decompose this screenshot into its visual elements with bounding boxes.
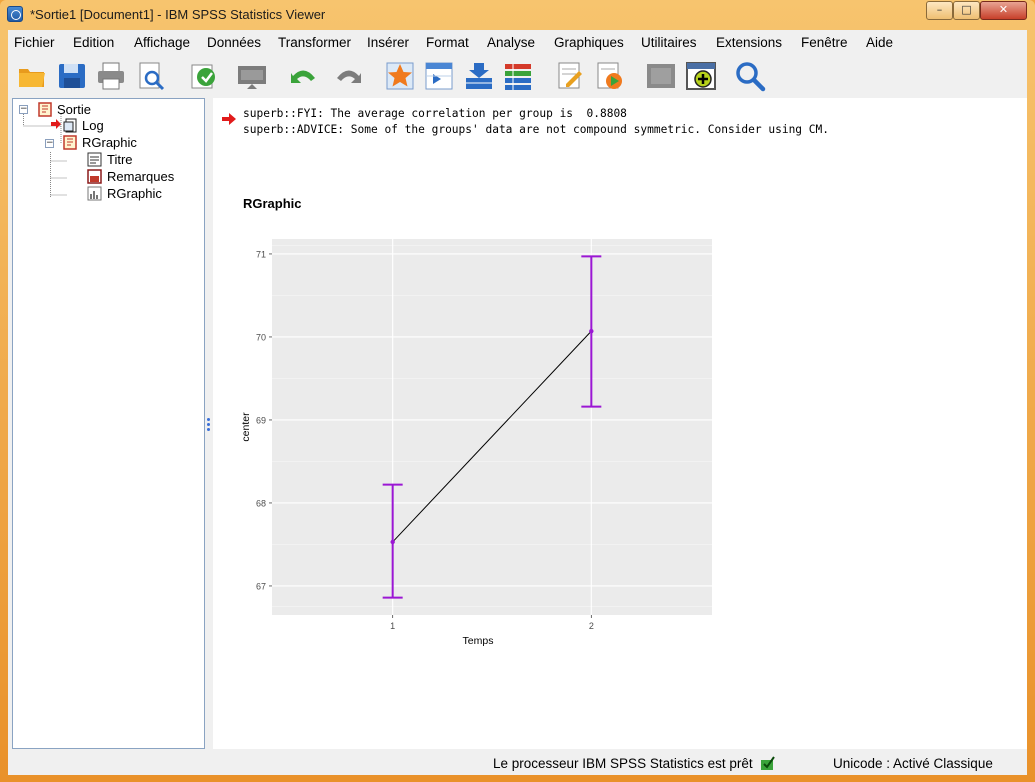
goto-variable-icon[interactable] (423, 60, 455, 92)
tree-node-rgraphic-chart[interactable]: RGraphic (107, 186, 162, 201)
menu-bar: Fichier Edition Affichage Données Transf… (8, 30, 1027, 55)
menu-fenetre[interactable]: Fenêtre (801, 35, 848, 50)
menu-analyse[interactable]: Analyse (487, 35, 536, 50)
chart-icon (87, 186, 102, 201)
series-line (392, 330, 592, 543)
title-icon (87, 152, 102, 167)
minimize-button[interactable]: – (926, 1, 953, 20)
menu-aide[interactable]: Aide (866, 35, 894, 50)
x-tick-label: 2 (589, 621, 594, 631)
y-tick-label: 70 (256, 332, 266, 342)
y-tick-label: 68 (256, 498, 266, 508)
menu-fichier[interactable]: Fichier (14, 35, 55, 50)
log-icon (63, 118, 77, 133)
rgraphic-chart[interactable]: 67 68 69 70 71 1 2 Temps center (238, 233, 718, 678)
plot-panel (272, 239, 712, 615)
tree-node-sortie[interactable]: Sortie (57, 102, 91, 117)
designate-window-icon[interactable] (554, 60, 586, 92)
tree-node-log[interactable]: Log (82, 118, 104, 133)
toolbar (8, 56, 1027, 96)
y-tick-label: 71 (256, 249, 266, 259)
print-icon[interactable] (95, 60, 127, 92)
pane-splitter[interactable] (205, 98, 213, 749)
client-area: Fichier Edition Affichage Données Transf… (8, 30, 1027, 775)
rgraphic-book-icon (63, 135, 77, 150)
variables-icon[interactable] (502, 60, 534, 92)
menu-affichage[interactable]: Affichage (134, 35, 191, 50)
current-item-arrow-icon (51, 119, 61, 129)
print-preview-icon[interactable] (135, 60, 167, 92)
close-button[interactable]: ✕ (980, 1, 1027, 20)
splitter-grip[interactable] (207, 418, 211, 433)
menu-edition[interactable]: Edition (73, 35, 115, 50)
save-icon[interactable] (56, 60, 88, 92)
undo-icon[interactable] (288, 60, 320, 92)
output-book-icon (38, 102, 52, 117)
menu-transformer[interactable]: Transformer (278, 35, 352, 50)
insert-cases-icon[interactable] (463, 60, 495, 92)
recall-dialog-icon[interactable] (236, 60, 268, 92)
tree-node-remarques[interactable]: Remarques (107, 169, 175, 184)
output-content-pane[interactable]: superb::FYI: The average correlation per… (213, 98, 1027, 749)
graph-heading[interactable]: RGraphic (243, 196, 302, 211)
search-icon[interactable] (734, 60, 766, 92)
status-bar: Le processeur IBM SPSS Statistics est pr… (8, 751, 1027, 775)
collapse-rgraphic-toggle[interactable]: − (45, 138, 54, 148)
title-bar[interactable]: *Sortie1 [Document1] - IBM SPSS Statisti… (0, 0, 1035, 30)
menu-inserer[interactable]: Insérer (367, 35, 410, 50)
processor-status: Le processeur IBM SPSS Statistics est pr… (493, 756, 753, 771)
current-output-arrow-icon (222, 113, 236, 125)
menu-graphiques[interactable]: Graphiques (554, 35, 624, 50)
run-syntax-icon[interactable] (593, 60, 625, 92)
x-axis-label: Temps (463, 635, 494, 647)
outline-pane[interactable]: − Sortie Log − RGraphic (12, 98, 205, 749)
x-tick-label: 1 (390, 621, 395, 631)
menu-donnees[interactable]: Données (207, 35, 262, 50)
tree-connectors (23, 114, 67, 197)
maximize-button[interactable]: □ (953, 1, 980, 20)
menu-utilitaires[interactable]: Utilitaires (641, 35, 697, 50)
app-icon[interactable] (7, 6, 23, 22)
notes-icon (87, 169, 102, 184)
log-line-advice[interactable]: superb::ADVICE: Some of the groups' data… (243, 123, 829, 136)
unicode-status: Unicode : Activé Classique (833, 756, 993, 771)
tree-node-rgraphic[interactable]: RGraphic (82, 135, 137, 150)
y-tick-label: 69 (256, 415, 266, 425)
menu-format[interactable]: Format (426, 35, 469, 50)
open-icon[interactable] (16, 60, 48, 92)
y-axis-label: center (240, 412, 252, 442)
promote-icon[interactable] (685, 60, 717, 92)
y-tick-label: 67 (256, 581, 266, 591)
data-point (390, 539, 395, 545)
collapse-sortie-toggle[interactable]: − (19, 104, 28, 114)
window-title: *Sortie1 [Document1] - IBM SPSS Statisti… (30, 7, 326, 22)
tree-node-titre[interactable]: Titre (107, 152, 133, 167)
redo-icon[interactable] (332, 60, 364, 92)
log-line-fyi[interactable]: superb::FYI: The average correlation per… (243, 107, 627, 120)
export-icon[interactable] (187, 60, 219, 92)
hide-icon[interactable] (645, 60, 677, 92)
data-point (589, 328, 594, 334)
menu-extensions[interactable]: Extensions (716, 35, 783, 50)
processor-ready-icon (761, 756, 775, 770)
goto-case-icon[interactable] (384, 60, 416, 92)
